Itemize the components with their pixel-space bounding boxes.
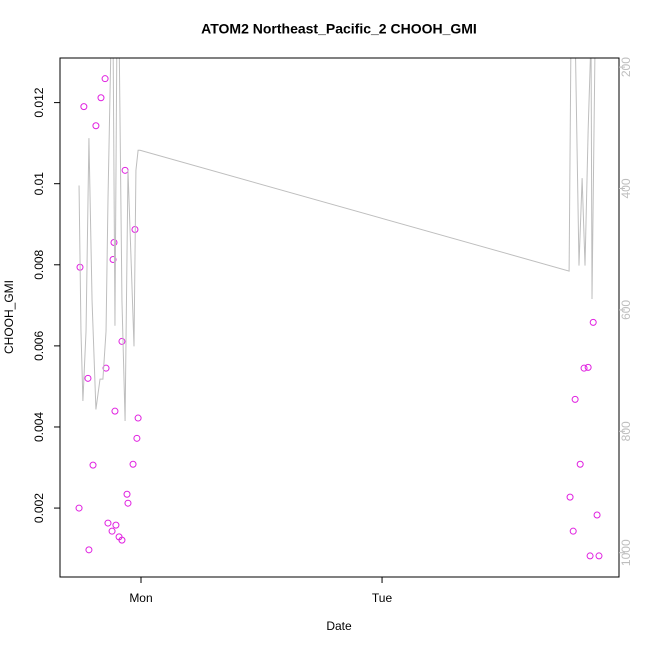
point — [133, 434, 141, 442]
point — [84, 374, 92, 382]
y-axis-label: CHOOH_GMI — [2, 280, 16, 354]
point — [89, 461, 97, 469]
point — [121, 166, 129, 174]
point — [85, 546, 93, 554]
point — [118, 536, 126, 544]
point — [104, 519, 112, 527]
point — [566, 493, 574, 501]
point — [595, 552, 603, 560]
point — [129, 460, 137, 468]
x-tick-label: Mon — [129, 591, 152, 605]
point — [75, 504, 83, 512]
chart-title: ATOM2 Northeast_Pacific_2 CHOOH_GMI — [201, 21, 477, 37]
y-tick-label: 0.002 — [32, 493, 46, 523]
y2-tick-label: 200 — [619, 57, 633, 77]
point — [80, 103, 88, 111]
point — [112, 521, 120, 529]
point — [102, 364, 110, 372]
point — [571, 395, 579, 403]
point — [101, 75, 109, 83]
y2-tick-label: 600 — [619, 300, 633, 320]
point — [584, 363, 592, 371]
point — [134, 414, 142, 422]
point — [124, 499, 132, 507]
x-tick-label: Tue — [372, 591, 393, 605]
point — [108, 527, 116, 535]
point — [97, 94, 105, 102]
point — [586, 552, 594, 560]
point — [109, 256, 117, 264]
plot-area — [75, 58, 603, 560]
point — [576, 460, 584, 468]
point — [123, 490, 131, 498]
point — [589, 318, 597, 326]
point — [92, 122, 100, 130]
x-axis-label: Date — [326, 619, 352, 633]
y-tick-label: 0.006 — [32, 331, 46, 361]
point — [569, 527, 577, 535]
y2-tick-label: 1000 — [619, 539, 633, 566]
y-tick-label: 0.01 — [32, 172, 46, 196]
y2-tick-label: 800 — [619, 421, 633, 441]
point — [111, 407, 119, 415]
y2-tick-label: 400 — [619, 178, 633, 198]
point — [593, 511, 601, 519]
point — [118, 337, 126, 345]
point — [580, 364, 588, 372]
y-tick-label: 0.004 — [32, 412, 46, 442]
y-tick-label: 0.012 — [32, 87, 46, 117]
plot-frame — [59, 57, 620, 578]
pressure-line — [78, 58, 596, 422]
y-tick-label: 0.008 — [32, 249, 46, 279]
